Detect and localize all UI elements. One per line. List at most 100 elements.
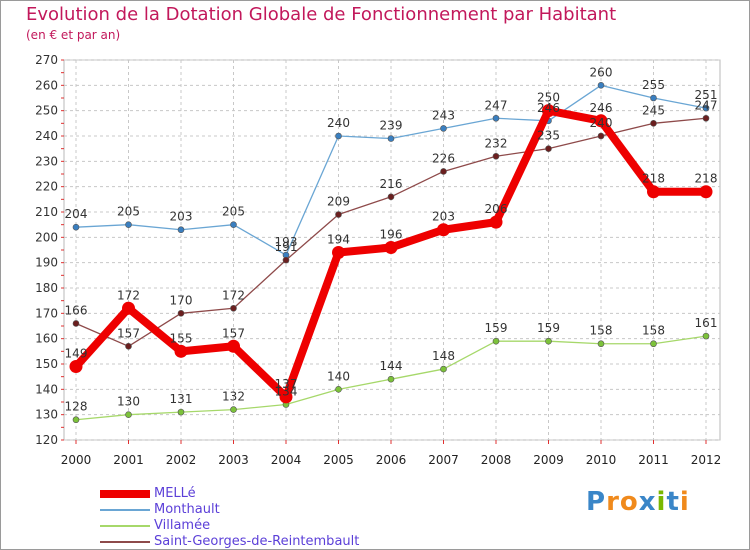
data-label-mell-: 194 — [327, 233, 350, 247]
data-label-mell-: 157 — [222, 326, 245, 340]
y-tick-label: 170 — [35, 306, 58, 320]
data-label-mell-: 137 — [275, 377, 298, 391]
logo-letter: x — [638, 487, 657, 517]
data-point-mell- — [647, 185, 660, 199]
data-label-villam-e: 144 — [380, 359, 403, 373]
data-label-saint-georges-de-reintembault: 245 — [642, 103, 665, 117]
data-label-saint-georges-de-reintembault: 247 — [695, 98, 718, 112]
data-point-mell- — [279, 390, 293, 404]
x-tick-label: 2010 — [586, 453, 617, 467]
y-tick-label: 130 — [35, 408, 58, 422]
y-tick-label: 150 — [35, 357, 58, 371]
legend-label-monthault: Monthault — [154, 502, 220, 517]
data-point-monthault — [335, 132, 342, 140]
y-tick-label: 180 — [35, 281, 58, 295]
data-label-villam-e: 131 — [170, 392, 193, 406]
y-tick-label: 270 — [35, 53, 58, 67]
logo-letter: i — [656, 487, 667, 517]
data-label-monthault: 240 — [327, 116, 350, 130]
data-point-mell- — [174, 344, 188, 358]
data-point-saint-georges-de-reintembault — [72, 320, 80, 327]
data-label-saint-georges-de-reintembault: 166 — [65, 303, 88, 317]
data-point-monthault — [177, 226, 185, 234]
data-point-mell- — [489, 215, 503, 229]
legend-label-villamee: Villamée — [154, 518, 211, 533]
y-tick-label: 160 — [35, 332, 58, 346]
data-point-monthault — [492, 114, 500, 122]
data-label-saint-georges-de-reintembault: 216 — [380, 177, 403, 191]
data-point-monthault — [230, 221, 237, 228]
data-point-saint-georges-de-reintembault — [702, 114, 710, 122]
data-point-monthault — [650, 94, 657, 102]
data-point-villam-e — [492, 337, 500, 345]
legend-swatch-villamee — [100, 525, 150, 527]
data-label-villam-e: 159 — [485, 321, 508, 335]
data-label-saint-georges-de-reintembault: 209 — [327, 195, 350, 209]
data-label-monthault: 205 — [117, 205, 140, 219]
legend-swatch-saint-georges — [100, 541, 150, 543]
y-tick-label: 230 — [35, 154, 58, 168]
data-point-mell- — [594, 114, 608, 128]
logo-letter: P — [586, 487, 607, 517]
data-point-saint-georges-de-reintembault — [125, 342, 132, 350]
data-label-monthault: 246 — [537, 101, 560, 115]
legend-label-saint-georges: Saint-Georges-de-Reintembault — [154, 534, 360, 549]
data-label-villam-e: 158 — [642, 324, 665, 338]
data-point-mell- — [69, 360, 83, 374]
data-label-villam-e: 148 — [432, 349, 455, 363]
data-label-monthault: 260 — [590, 65, 613, 79]
y-tick-label: 240 — [35, 129, 58, 143]
data-label-monthault: 204 — [65, 207, 88, 221]
data-point-mell- — [542, 104, 555, 118]
data-label-monthault: 243 — [432, 108, 455, 122]
chart-subtitle: (en € et par an) — [26, 28, 121, 42]
data-point-villam-e — [387, 375, 395, 383]
data-point-mell- — [699, 185, 713, 199]
data-label-mell-: 196 — [380, 227, 403, 241]
x-tick-label: 2008 — [481, 453, 512, 467]
data-point-villam-e — [545, 337, 552, 345]
data-point-villam-e — [650, 340, 657, 348]
data-label-villam-e: 132 — [222, 390, 245, 404]
data-point-monthault — [597, 82, 605, 89]
data-label-monthault: 203 — [170, 210, 193, 224]
data-label-villam-e: 130 — [117, 395, 140, 409]
data-label-mell-: 155 — [170, 331, 193, 345]
x-tick-label: 2007 — [428, 453, 459, 467]
logo-letter: t — [666, 487, 680, 517]
data-point-mell- — [227, 339, 240, 353]
data-point-saint-georges-de-reintembault — [492, 152, 500, 160]
data-label-saint-georges-de-reintembault: 226 — [432, 151, 455, 165]
data-label-monthault: 255 — [642, 78, 665, 92]
data-point-villam-e — [177, 408, 185, 416]
data-point-mell- — [332, 246, 345, 260]
data-label-villam-e: 159 — [537, 321, 560, 335]
data-point-villam-e — [702, 332, 710, 340]
logo-letter: i — [679, 487, 690, 517]
data-label-mell-: 218 — [642, 172, 665, 186]
x-tick-label: 2011 — [638, 453, 669, 467]
x-tick-label: 2012 — [691, 453, 722, 467]
proxiti-logo: Proxiti — [586, 487, 690, 517]
x-tick-label: 2001 — [113, 453, 144, 467]
legend-swatch-melle — [100, 490, 150, 498]
data-point-villam-e — [230, 406, 237, 413]
data-point-saint-georges-de-reintembault — [387, 193, 395, 201]
data-label-monthault: 247 — [485, 98, 508, 112]
data-point-mell- — [122, 301, 135, 315]
data-point-saint-georges-de-reintembault — [230, 304, 237, 312]
data-point-saint-georges-de-reintembault — [177, 310, 185, 317]
data-label-villam-e: 128 — [65, 400, 88, 414]
data-label-saint-georges-de-reintembault: 157 — [117, 326, 140, 340]
data-label-mell-: 149 — [65, 347, 88, 361]
x-tick-label: 2002 — [166, 453, 197, 467]
data-label-mell-: 206 — [485, 202, 508, 216]
y-tick-label: 200 — [35, 230, 58, 244]
data-point-villam-e — [597, 340, 605, 348]
y-tick-label: 120 — [35, 433, 58, 447]
data-label-villam-e: 161 — [695, 316, 718, 330]
data-label-saint-georges-de-reintembault: 240 — [590, 116, 613, 130]
data-label-mell-: 218 — [695, 172, 718, 186]
data-point-saint-georges-de-reintembault — [597, 132, 605, 140]
